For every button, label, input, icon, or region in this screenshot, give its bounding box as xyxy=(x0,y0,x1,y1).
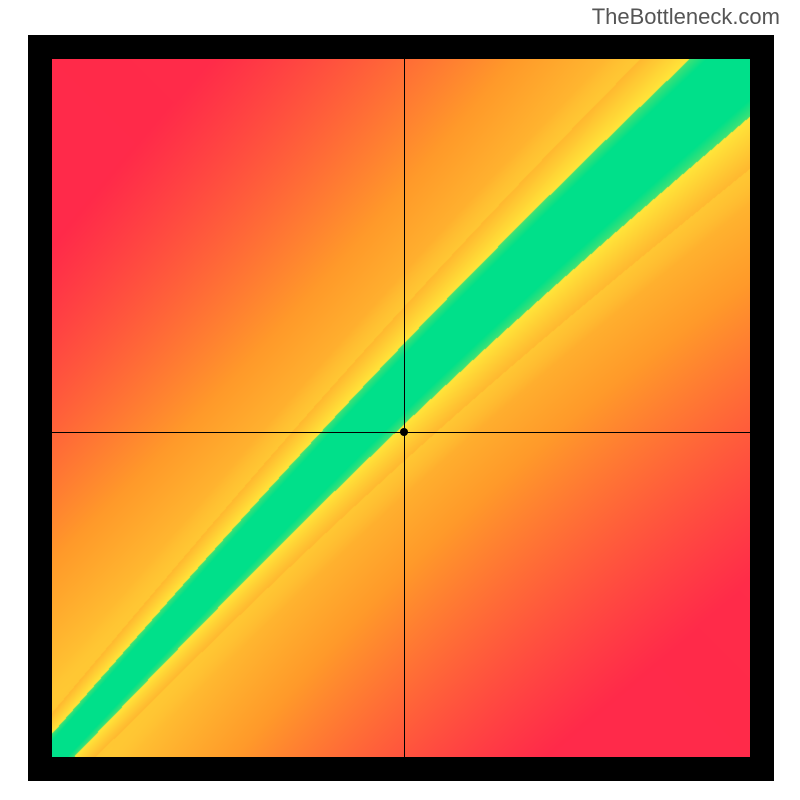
heatmap-canvas xyxy=(52,59,750,757)
heatmap-plot xyxy=(52,59,750,757)
marker-dot xyxy=(400,428,408,436)
outer-frame xyxy=(28,35,774,781)
chart-container: TheBottleneck.com xyxy=(0,0,800,800)
watermark-text: TheBottleneck.com xyxy=(592,4,780,30)
crosshair-vertical xyxy=(404,59,405,757)
